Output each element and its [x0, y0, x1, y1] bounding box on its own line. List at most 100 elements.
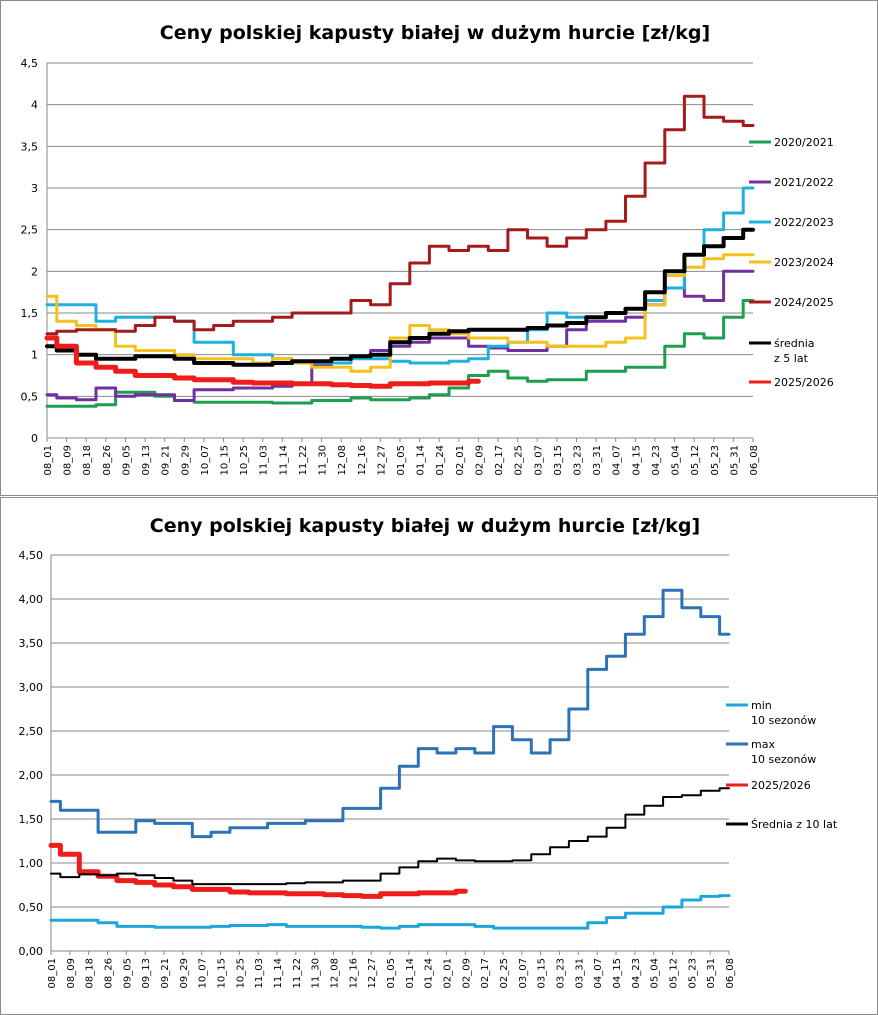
bottom-x-tick-label: 01_05 — [386, 958, 397, 988]
chart-top-svg: Ceny polskiej kapusty białej w dużym hur… — [21, 22, 834, 475]
top-series-line-2023-2024 — [45, 253, 755, 373]
bottom-x-tick-label: 01_14 — [405, 958, 416, 988]
bottom-x-tick-label: 09_13 — [141, 958, 152, 988]
top-x-tick-label: 09_21 — [161, 445, 172, 475]
bottom-x-tick-label: 12_16 — [348, 958, 359, 988]
bottom-x-tick-label: 02_25 — [499, 958, 510, 988]
bottom-x-tick-label: 03_31 — [574, 958, 585, 988]
bottom-legend-label-min-10-sezon-w: min 10 sezonów — [751, 699, 816, 727]
bottom-series-line-min-10-sezon-w — [49, 894, 731, 930]
bottom-x-tick-label: 05_12 — [669, 958, 680, 988]
top-x-tick-label: 01_24 — [435, 445, 446, 475]
chart-panel-top: Ceny polskiej kapusty białej w dużym hur… — [0, 0, 878, 496]
top-x-tick-label: 04_23 — [651, 445, 662, 475]
bottom-x-tick-label: 04_07 — [593, 958, 604, 988]
bottom-x-tick-label: 08_26 — [104, 958, 115, 988]
chart-bottom-svg: Ceny polskiej kapusty białej w dużym hur… — [19, 515, 838, 988]
top-series-line-2021-2022 — [45, 269, 755, 402]
top-x-tick-label: 05_04 — [671, 445, 682, 475]
top-x-tick-label: 02_17 — [494, 445, 505, 475]
top-y-tick-label: 0,5 — [21, 390, 39, 403]
bottom-series-line-rednia-z-10-lat — [50, 787, 730, 886]
bottom-x-tick-label: 12_08 — [330, 958, 341, 988]
bottom-y-tick-label: 2,50 — [19, 725, 44, 738]
top-y-tick-label: 4 — [31, 99, 38, 112]
top-y-tick-label: 0 — [31, 432, 38, 445]
top-x-tick-label: 11_22 — [298, 445, 309, 475]
bottom-x-tick-label: 09_05 — [122, 958, 133, 988]
top-legend-label-2024-2025: 2024/2025 — [774, 296, 834, 309]
bottom-y-tick-label: 0,50 — [19, 901, 44, 914]
bottom-x-tick-label: 02_01 — [443, 958, 454, 988]
bottom-x-tick-label: 02_17 — [480, 958, 491, 988]
bottom-x-tick-label: 11_03 — [254, 958, 265, 988]
top-x-tick-label: 05_23 — [710, 445, 721, 475]
bottom-chart-title: Ceny polskiej kapusty białej w dużym hur… — [150, 515, 700, 537]
top-x-tick-label: 09_13 — [141, 445, 152, 475]
bottom-x-tick-label: 08_09 — [66, 958, 77, 988]
top-x-tick-label: 05_12 — [690, 445, 701, 475]
top-x-tick-label: 10_25 — [239, 445, 250, 475]
top-x-tick-label: 12_16 — [357, 445, 368, 475]
top-y-tick-label: 1 — [31, 349, 38, 362]
top-x-tick-label: 08_18 — [82, 445, 93, 475]
top-y-tick-label: 2 — [31, 265, 38, 278]
bottom-x-tick-label: 08_01 — [47, 958, 58, 988]
bottom-y-tick-label: 3,00 — [19, 681, 44, 694]
bottom-series-line-2025-2026 — [48, 842, 468, 899]
bottom-y-tick-label: 2,00 — [19, 769, 44, 782]
bottom-x-tick-label: 08_18 — [85, 958, 96, 988]
top-x-tick-label: 10_07 — [200, 445, 211, 475]
top-y-tick-label: 3 — [31, 182, 38, 195]
bottom-y-tick-label: 1,50 — [19, 813, 44, 826]
top-x-tick-label: 08_01 — [43, 445, 54, 475]
top-x-tick-label: 03_23 — [573, 445, 584, 475]
bottom-x-tick-label: 10_15 — [217, 958, 228, 988]
chart-panel-bottom: Ceny polskiej kapusty białej w dużym hur… — [0, 497, 878, 1015]
top-x-tick-label: 09_05 — [121, 445, 132, 475]
bottom-y-tick-label: 3,50 — [19, 637, 44, 650]
bottom-x-tick-label: 06_08 — [725, 958, 736, 988]
top-legend-label-2021-2022: 2021/2022 — [774, 176, 834, 189]
bottom-x-tick-label: 05_23 — [687, 958, 698, 988]
bottom-x-tick-label: 02_09 — [461, 958, 472, 988]
top-x-tick-label: 08_26 — [102, 445, 113, 475]
top-y-tick-label: 4,5 — [21, 57, 39, 70]
top-x-tick-label: 11_03 — [259, 445, 270, 475]
bottom-x-tick-label: 10_07 — [198, 958, 209, 988]
bottom-x-tick-label: 11_30 — [311, 958, 322, 988]
bottom-x-tick-label: 09_29 — [179, 958, 190, 988]
bottom-series-line-max-10-sezon-w — [49, 588, 731, 839]
bottom-x-tick-label: 03_07 — [518, 958, 529, 988]
top-legend-label-2025-2026: 2025/2026 — [774, 376, 834, 389]
top-x-tick-label: 03_15 — [553, 445, 564, 475]
top-x-tick-label: 02_09 — [474, 445, 485, 475]
top-x-tick-label: 01_14 — [416, 445, 427, 475]
top-x-tick-label: 03_31 — [592, 445, 603, 475]
bottom-x-tick-label: 09_21 — [160, 958, 171, 988]
bottom-y-tick-label: 0,00 — [19, 945, 44, 958]
bottom-y-tick-label: 4,00 — [19, 593, 44, 606]
bottom-x-tick-label: 11_22 — [292, 958, 303, 988]
top-y-tick-label: 3,5 — [21, 140, 39, 153]
bottom-x-tick-label: 12_27 — [367, 958, 378, 988]
top-x-tick-label: 09_29 — [180, 445, 191, 475]
top-legend-label-2023-2024: 2023/2024 — [774, 256, 834, 269]
top-chart-title: Ceny polskiej kapusty białej w dużym hur… — [160, 22, 710, 44]
bottom-y-tick-label: 4,50 — [19, 549, 44, 562]
bottom-x-tick-label: 03_23 — [556, 958, 567, 988]
top-legend-label-2022-2023: 2022/2023 — [774, 216, 834, 229]
top-x-tick-label: 12_08 — [337, 445, 348, 475]
bottom-legend-label-max-10-sezon-w: max 10 sezonów — [751, 738, 816, 766]
bottom-x-tick-label: 05_31 — [706, 958, 717, 988]
top-x-tick-label: 06_08 — [749, 445, 760, 475]
top-series-line-2025-2026 — [44, 335, 481, 389]
top-series-line-2024-2025 — [45, 94, 755, 336]
top-series-line-rednia-z-5-lat — [45, 227, 755, 367]
top-legend-label-2020-2021: 2020/2021 — [774, 136, 834, 149]
top-x-tick-label: 10_15 — [220, 445, 231, 475]
top-legend-label-rednia-z-5-lat: średnia z 5 lat — [774, 337, 815, 365]
bottom-x-tick-label: 03_15 — [537, 958, 548, 988]
top-x-tick-label: 12_27 — [376, 445, 387, 475]
top-x-tick-label: 05_31 — [729, 445, 740, 475]
